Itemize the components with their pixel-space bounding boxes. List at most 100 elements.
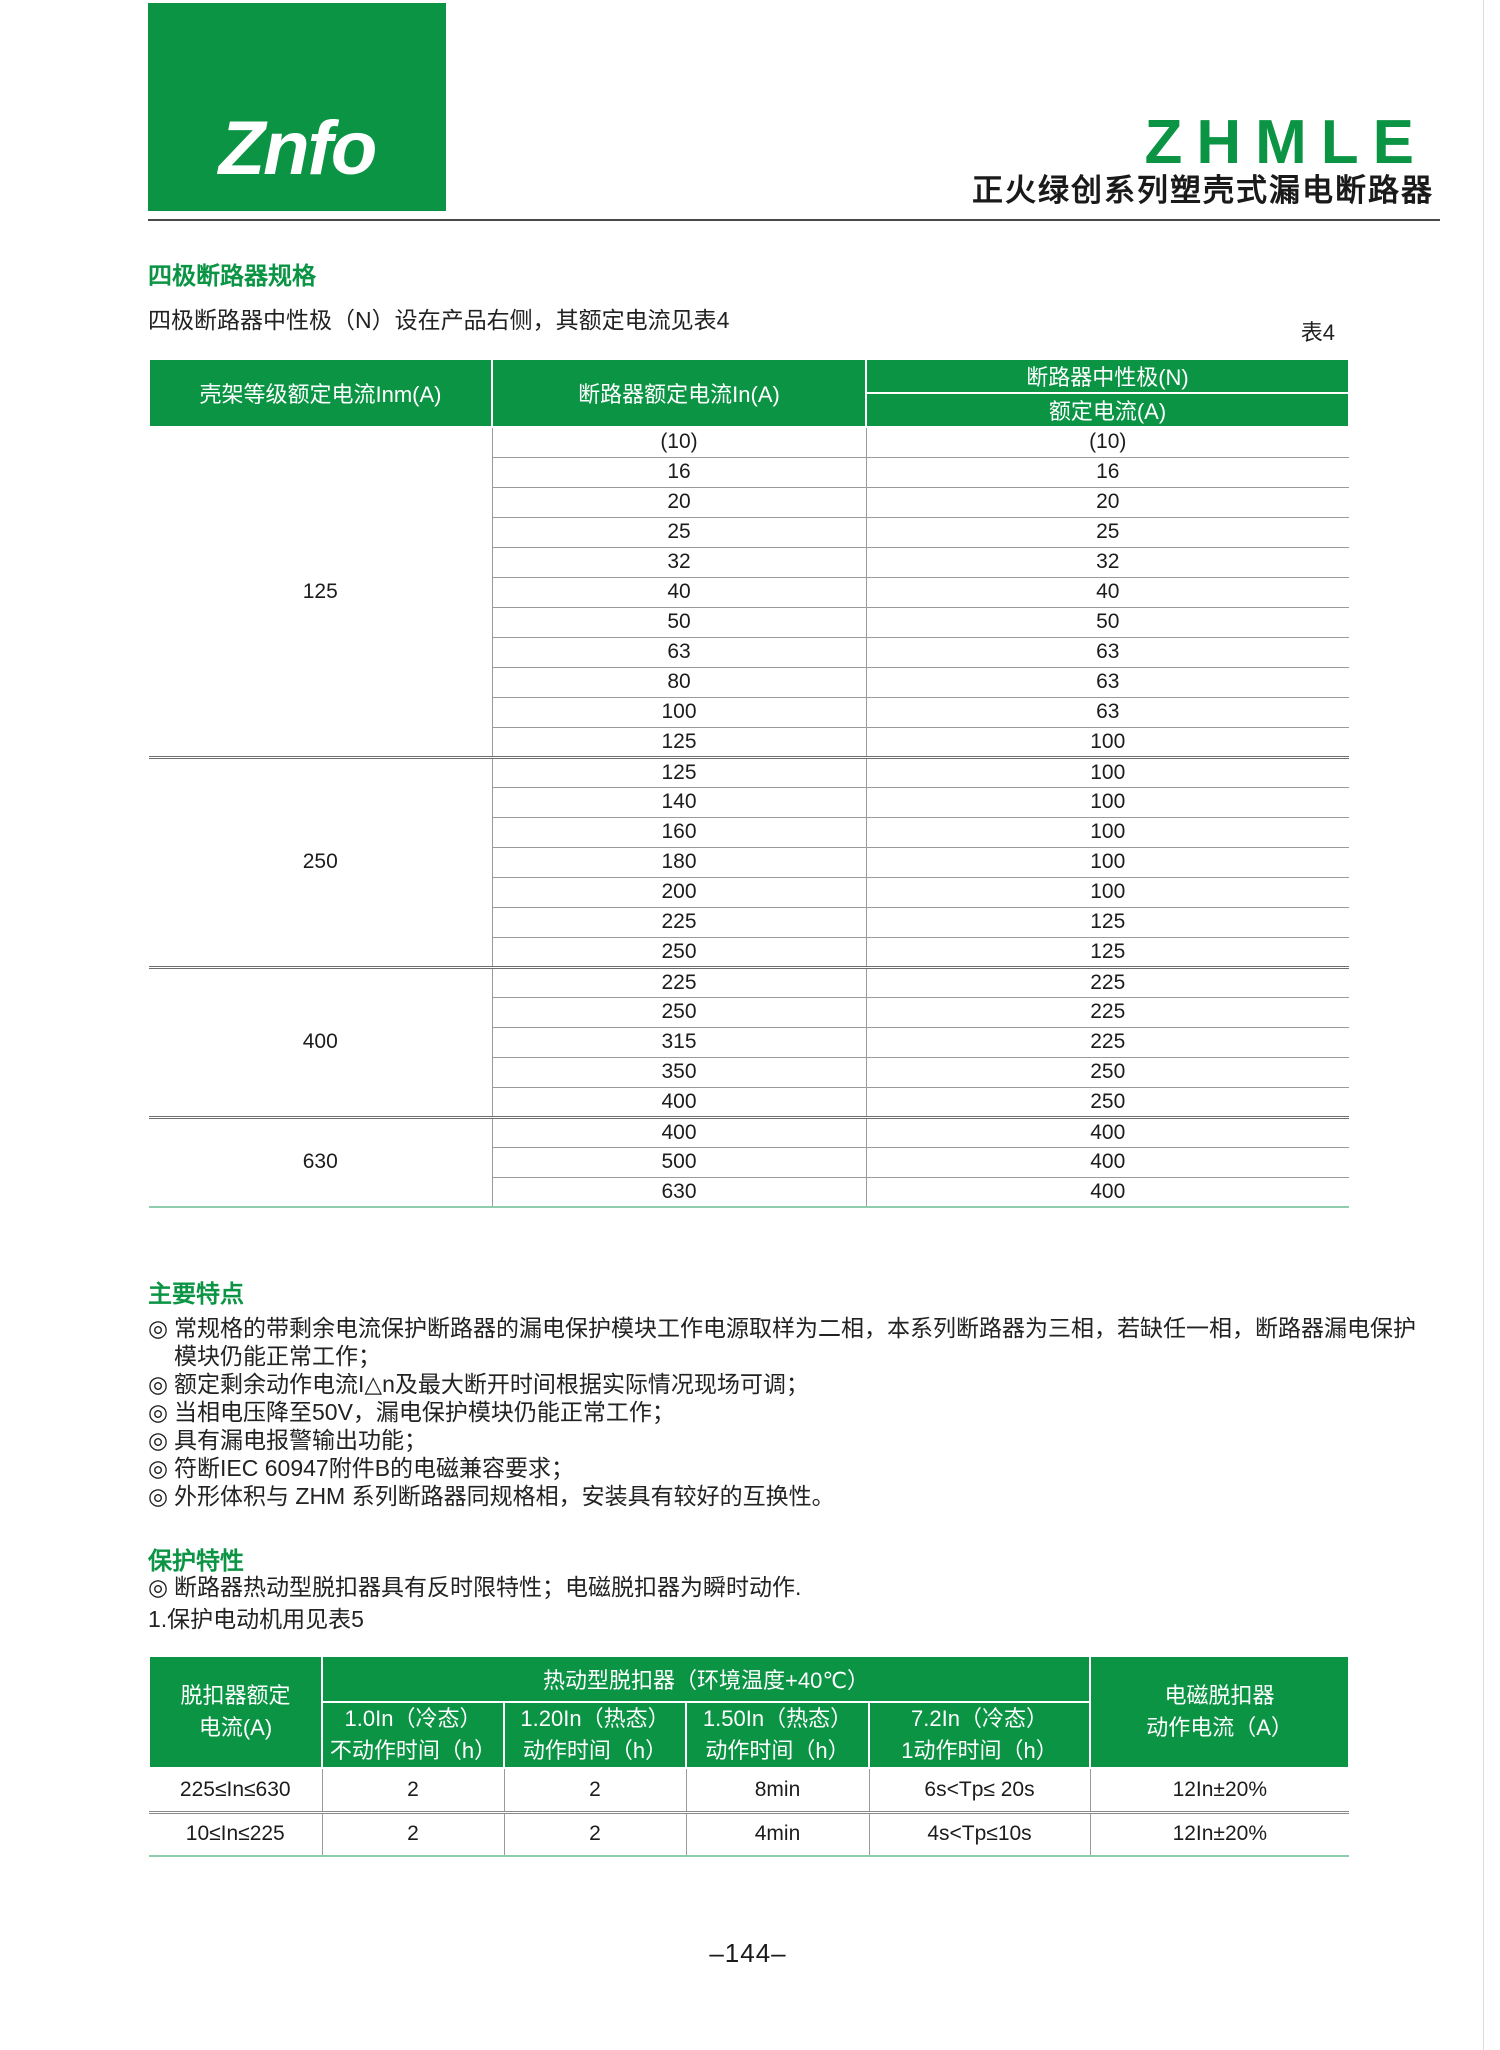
header-line: 1.0In（冷态） [344, 1706, 482, 1732]
table-row: 160 100 [149, 817, 1349, 848]
neutral-current-cell: (10) [866, 427, 1349, 458]
neutral-rated-current-header: 额定电流(A) [865, 392, 1350, 428]
list-item: ◎ 断路器热动型脱扣器具有反时限特性；电磁脱扣器为瞬时动作. [148, 1573, 1433, 1601]
frame-current-cell: 125 [149, 427, 492, 759]
section-title-specs: 四极断路器规格 [148, 263, 316, 290]
bullet-icon: ◎ [148, 1427, 169, 1453]
neutral-current-cell: 100 [866, 787, 1349, 818]
list-item: ◎ 符断IEC 60947附件B的电磁兼容要求； [148, 1454, 1433, 1482]
list-item: ◎ 常规格的带剩余电流保护断路器的漏电保护模块工作电源取样为二相，本系列断路器为三… [148, 1314, 1433, 1370]
neutral-current-cell: 40 [866, 577, 1349, 608]
breaker-current-cell: 225 [491, 967, 867, 998]
trip-table-body: 225≤In≤630 2 2 8min 6s<Tp≤ 20s 12In±20% 10≤In≤… [149, 1768, 1350, 1857]
neutral-current-cell: 20 [866, 487, 1349, 518]
breaker-current-cell: 350 [491, 1057, 867, 1088]
neutral-current-cell: 225 [866, 1027, 1349, 1058]
cold-7-2in-cell: 6s<Tp≤ 20s [868, 1768, 1091, 1814]
hot-1-20in-cell: 2 [503, 1812, 686, 1857]
table-row: 125 (10) (10) [149, 427, 1349, 759]
table-row: 400 250 [149, 1087, 1349, 1119]
thermal-release-header: 热动型脱扣器（环境温度+40℃） [320, 1655, 1092, 1703]
neutral-current-cell: 125 [866, 907, 1349, 938]
hot-1-20in-cell: 2 [503, 1768, 686, 1814]
breaker-current-cell: 25 [491, 517, 867, 548]
brand-logo-block: Znfo [148, 3, 446, 211]
table4-label: 表4 [1300, 320, 1335, 345]
header-row: 壳架等级额定电流Inm(A) 断路器额定电流In(A) 断路器中性极(N) [148, 358, 1350, 428]
header-line: 动作时间（h） [522, 1738, 668, 1763]
breaker-current-cell: 80 [491, 667, 867, 698]
breaker-current-cell: 125 [491, 727, 867, 759]
neutral-current-cell: 125 [866, 937, 1349, 969]
header-row: 额定电流(A) [149, 392, 1350, 428]
neutral-current-cell: 225 [866, 997, 1349, 1028]
bullet-icon: ◎ [148, 1483, 169, 1509]
header-line: 1.50In（热态） [702, 1706, 853, 1732]
table-row: 100 63 [149, 697, 1349, 728]
breaker-current-cell: 125 [491, 757, 867, 788]
breaker-current-header: 断路器额定电流In(A) [491, 358, 867, 428]
header-row: 1.0In（冷态） 不动作时间（h） 1.20In（热态） 动作时间（h） 1.… [149, 1701, 1349, 1769]
magnetic-current-cell: 12In±20% [1089, 1768, 1350, 1814]
protection-list: ◎ 断路器热动型脱扣器具有反时限特性；电磁脱扣器为瞬时动作. [148, 1573, 1433, 1601]
hot-1-50in-cell: 8min [685, 1768, 869, 1814]
bullet-icon: ◎ [148, 1574, 169, 1600]
header-line: 7.2In（冷态） [911, 1706, 1048, 1732]
breaker-current-cell: 32 [491, 547, 867, 578]
list-item: ◎ 外形体积与 ZHM 系列断路器同规格相，安装具有较好的互换性。 [148, 1482, 1433, 1510]
frame-current-cell: 250 [149, 757, 492, 969]
breaker-current-cell: 20 [491, 487, 867, 518]
cold-7-2in-cell: 4s<Tp≤10s [868, 1812, 1091, 1857]
list-item-text: 符断IEC 60947附件B的电磁兼容要求； [174, 1455, 575, 1481]
neutral-current-cell: 100 [866, 847, 1349, 878]
neutral-current-cell: 225 [866, 967, 1349, 998]
specs-intro-text: 四极断路器中性极（N）设在产品右侧，其额定电流见表4 [148, 307, 730, 333]
neutral-pole-header: 断路器中性极(N) [865, 358, 1350, 394]
table-row: 140 100 [149, 787, 1349, 818]
table-row: 225 125 [149, 907, 1349, 938]
neutral-current-cell: 25 [866, 517, 1349, 548]
table-row: 400 225 225 [149, 967, 1349, 1119]
table-row: 630 400 [149, 1177, 1349, 1208]
breaker-current-cell: 16 [491, 457, 867, 488]
features-list: ◎ 常规格的带剩余电流保护断路器的漏电保护模块工作电源取样为二相，本系列断路器为三… [148, 1314, 1433, 1510]
table-row: 630 400 400 [149, 1117, 1349, 1208]
breaker-current-cell: 40 [491, 577, 867, 608]
breaker-current-cell: 630 [491, 1177, 867, 1208]
list-item: ◎ 额定剩余动作电流I△n及最大断开时间根据实际情况现场可调； [148, 1370, 1433, 1398]
cold-1-0in-cell: 2 [321, 1812, 504, 1857]
header-line: 脱扣器额定 [180, 1683, 291, 1709]
breaker-current-cell: 50 [491, 607, 867, 638]
section-title-features: 主要特点 [148, 1281, 244, 1308]
table-row: 350 250 [149, 1057, 1349, 1088]
table-row: 500 400 [149, 1147, 1349, 1178]
brand-logo-text: Znfo [218, 106, 378, 191]
neutral-current-cell: 400 [866, 1147, 1349, 1178]
trip-rated-current-header: 脱扣器额定 电流(A) [148, 1655, 323, 1769]
trip-characteristics-table: 脱扣器额定 电流(A) 热动型脱扣器（环境温度+40℃） 电磁脱扣器 动作电流（… [148, 1655, 1351, 1857]
breaker-current-cell: 315 [491, 1027, 867, 1058]
table-row: 315 225 [149, 1027, 1349, 1058]
magnetic-release-header: 电磁脱扣器 动作电流（A） [1089, 1655, 1351, 1769]
breaker-current-cell: 100 [491, 697, 867, 728]
page-number: –144– [709, 1938, 787, 1968]
breaker-current-cell: 200 [491, 877, 867, 908]
table-row: 225≤In≤630 2 2 8min 6s<Tp≤ 20s 12In±20% [149, 1768, 1350, 1814]
list-item-text: 外形体积与 ZHM 系列断路器同规格相，安装具有较好的互换性。 [174, 1483, 835, 1509]
bullet-icon: ◎ [148, 1315, 169, 1341]
list-item-text: 断路器热动型脱扣器具有反时限特性；电磁脱扣器为瞬时动作. [174, 1574, 802, 1600]
breaker-current-cell: 140 [491, 787, 867, 818]
table-row: 125 100 [149, 727, 1349, 759]
breaker-current-cell: (10) [491, 427, 867, 458]
trip-current-range-cell: 225≤In≤630 [149, 1768, 322, 1814]
neutral-current-cell: 100 [866, 757, 1349, 788]
neutral-current-cell: 63 [866, 697, 1349, 728]
header-line: 动作电流（A） [1146, 1715, 1293, 1740]
bullet-icon: ◎ [148, 1455, 169, 1481]
header-rule [148, 219, 1440, 221]
header-line: 动作时间（h） [705, 1738, 850, 1763]
product-series-title: ZHMLE [1144, 108, 1428, 177]
trip-table-header: 脱扣器额定 电流(A) 热动型脱扣器（环境温度+40℃） 电磁脱扣器 动作电流（… [148, 1655, 1351, 1769]
breaker-current-cell: 160 [491, 817, 867, 848]
